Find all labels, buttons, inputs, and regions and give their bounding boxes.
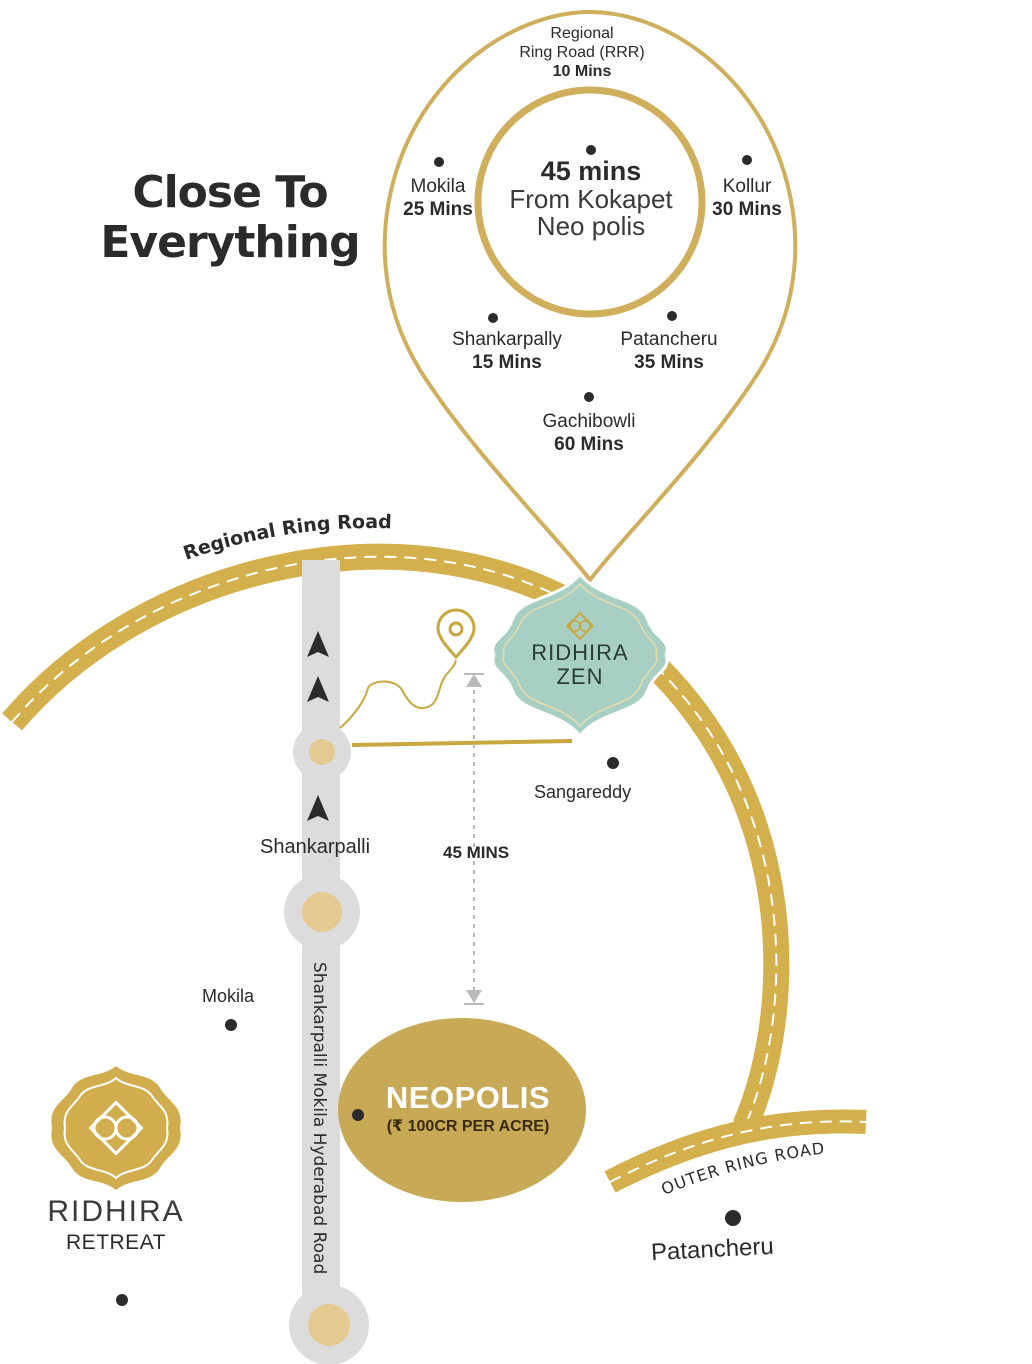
retreat-dot	[116, 1294, 128, 1306]
shankarpalli-label: Shankarpalli	[260, 836, 371, 858]
connector-line	[351, 739, 573, 747]
outer-ring-road	[604, 1109, 867, 1193]
neopolis-text: NEOPOLIS (₹ 100CR PER ACRE)	[385, 1080, 551, 1135]
headline-line2: Everything	[100, 217, 360, 268]
callout-hub: 45 mins From Kokapet Neo polis	[509, 156, 673, 241]
winding-route	[339, 659, 457, 729]
up-arrow-icon	[307, 631, 329, 821]
travel-time-indicator	[464, 673, 484, 1005]
headline-line1: Close To	[132, 167, 328, 218]
mokila-label: Mokila	[202, 986, 255, 1006]
ridhira-zen-text: RIDHIRA ZEN	[531, 640, 629, 689]
ridhira-retreat-text: RIDHIRA RETREAT	[47, 1195, 185, 1254]
neopolis-ellipse	[338, 1018, 586, 1202]
ridhira-retreat-logo	[51, 1066, 181, 1190]
sangareddy-dot	[607, 757, 619, 769]
callout-patancheru: Patancheru 35 Mins	[620, 329, 718, 373]
callout-gachibowli: Gachibowli 60 Mins	[542, 411, 636, 455]
ornament-logo-icon	[565, 611, 595, 641]
map-dots	[116, 757, 741, 1306]
headline: Close To Everything	[100, 168, 360, 268]
location-pin-icon	[436, 608, 476, 660]
hub-circle	[474, 86, 706, 318]
sangareddy-label: Sangareddy	[534, 782, 632, 802]
mokila-dot	[225, 1019, 237, 1031]
callout-kollur: Kollur 30 Mins	[712, 176, 782, 220]
travel-time-label: 45 MINS	[443, 843, 510, 862]
callout-mokila: Mokila 25 Mins	[403, 176, 473, 220]
ridhira-zen-badge	[491, 571, 669, 739]
callout-dots	[434, 145, 752, 402]
vertical-road-label: Shankarpalli Mokila Hyderabad Road	[309, 962, 329, 1274]
patancheru-dot	[725, 1210, 741, 1226]
neopolis-dot	[352, 1109, 364, 1121]
callout-rrr: Regional Ring Road (RRR) 10 Mins	[519, 25, 645, 80]
callout-shankarpally: Shankarpally 15 Mins	[452, 329, 562, 373]
